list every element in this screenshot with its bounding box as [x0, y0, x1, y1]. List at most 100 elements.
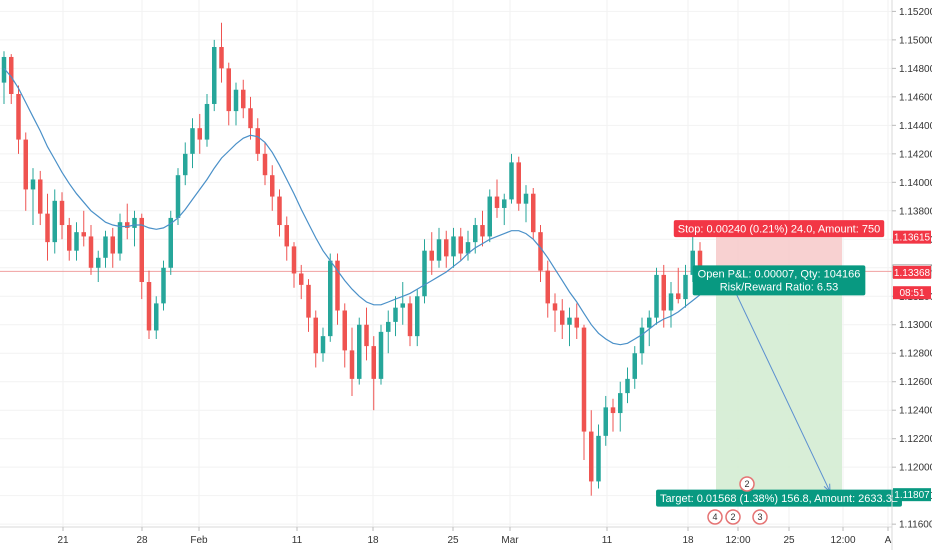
stop-label-box[interactable] — [673, 220, 885, 238]
price-tick-label: 1.12200 — [899, 434, 932, 445]
target-label-box[interactable] — [656, 489, 902, 507]
candle-body — [603, 407, 608, 436]
event-badge-label: 2 — [744, 479, 749, 489]
candle-body — [480, 225, 485, 237]
price-tick-label: 1.12400 — [899, 406, 932, 417]
event-badge-icon[interactable] — [752, 509, 768, 525]
time-tick-label: 25 — [783, 535, 795, 546]
time-tick-label: 18 — [682, 535, 694, 546]
candle-body — [255, 128, 260, 154]
time-axis[interactable]: 21 28 Feb 11 18 25 Mar 11 18 12:00 25 12:00 A — [57, 527, 892, 546]
time-tick-label: 18 — [367, 535, 379, 546]
candle-body — [451, 236, 456, 257]
candle-body — [306, 284, 311, 318]
time-tick-label: 12:00 — [830, 535, 855, 546]
candle-body — [596, 435, 601, 482]
candle-body — [59, 200, 65, 226]
pnl-label: Open P&L: 0.00007, Qty: 104166 — [698, 268, 861, 280]
candle-body — [161, 267, 166, 304]
candle-body — [654, 274, 659, 318]
candle-body — [494, 196, 500, 208]
candle-body — [386, 321, 391, 332]
candle-body — [204, 103, 210, 140]
event-badge-label: 3 — [757, 512, 762, 522]
candle-body — [270, 175, 275, 197]
candle-body — [103, 236, 108, 258]
candle-body — [378, 331, 384, 379]
price-tag-target — [893, 488, 931, 502]
event-badge-icon[interactable] — [725, 509, 741, 525]
candle-body — [226, 68, 231, 112]
candle-body — [625, 378, 630, 394]
candle-body — [38, 179, 43, 214]
candle-body — [291, 246, 297, 274]
candle-body — [349, 350, 355, 379]
candle-body — [502, 199, 507, 208]
candle-body — [335, 260, 340, 311]
candle-body — [1, 56, 7, 83]
target-label: Target: 0.01568 (1.38%) 156.8, Amount: 2… — [660, 493, 898, 505]
candle-body — [262, 153, 268, 176]
candle-body — [567, 317, 572, 325]
price-tag-timer — [893, 286, 931, 300]
price-tick-label: 1.14000 — [899, 178, 932, 189]
candle-body — [487, 196, 492, 237]
candle-body — [96, 257, 101, 268]
candle-body — [516, 162, 521, 204]
time-tick-label: 28 — [136, 535, 148, 546]
candle-body — [212, 47, 217, 104]
candle-body — [697, 250, 703, 273]
candles — [1, 22, 703, 496]
candle-body — [647, 317, 652, 328]
candle-body — [277, 196, 282, 226]
time-tick-label: 11 — [602, 535, 613, 546]
time-tick-label: 21 — [57, 535, 69, 546]
candle-body — [357, 324, 362, 379]
candle-body — [574, 317, 579, 328]
candle-body — [661, 274, 666, 311]
candle-body — [371, 346, 376, 379]
trade-arrow-line — [726, 274, 831, 492]
price-tick-label: 1.14200 — [899, 149, 932, 160]
price-tick-label: 1.12000 — [899, 463, 932, 474]
candle-body — [45, 213, 50, 243]
event-badges[interactable]: 4 2 3 2 — [707, 476, 768, 525]
candle-body — [117, 222, 123, 254]
pnl-label-box[interactable] — [692, 265, 866, 296]
candle-body — [132, 217, 137, 228]
event-badge-icon[interactable] — [739, 476, 755, 492]
candle-body — [74, 232, 79, 251]
candle-body — [23, 139, 28, 190]
candle-body — [125, 222, 130, 228]
candle-body — [52, 200, 57, 243]
candle-body — [146, 282, 152, 331]
event-badge-label: 2 — [730, 512, 735, 522]
candle-body — [241, 89, 246, 109]
candle-body — [509, 162, 514, 200]
candle-body — [393, 307, 398, 322]
price-tag-label-target: 1.11807 — [894, 490, 930, 501]
risk-reward-label: Risk/Reward Ratio: 6.53 — [720, 281, 839, 293]
price-tick-label: 1.13800 — [899, 206, 932, 217]
candle-body — [473, 225, 478, 243]
candle-body — [313, 317, 318, 354]
price-tick-label: 1.13000 — [899, 320, 932, 331]
candle-body — [248, 108, 253, 129]
event-badge-label: 4 — [712, 512, 717, 522]
candle-body — [110, 236, 115, 254]
position-labels[interactable]: Stop: 0.00240 (0.21%) 24.0, Amount: 750 … — [656, 220, 902, 507]
candle-body — [560, 310, 565, 325]
candle-body — [328, 260, 333, 337]
candle-body — [676, 293, 681, 300]
price-tick-label: 1.12600 — [899, 377, 932, 388]
event-badge-icon[interactable] — [707, 509, 723, 525]
stop-label: Stop: 0.00240 (0.21%) 24.0, Amount: 750 — [678, 224, 880, 236]
candle-body — [632, 353, 637, 379]
candle-body — [531, 193, 536, 233]
candle-body — [465, 242, 471, 254]
candle-body — [190, 128, 195, 154]
candle-body — [139, 217, 144, 283]
candle-body — [67, 225, 72, 251]
candle-body — [364, 324, 369, 347]
